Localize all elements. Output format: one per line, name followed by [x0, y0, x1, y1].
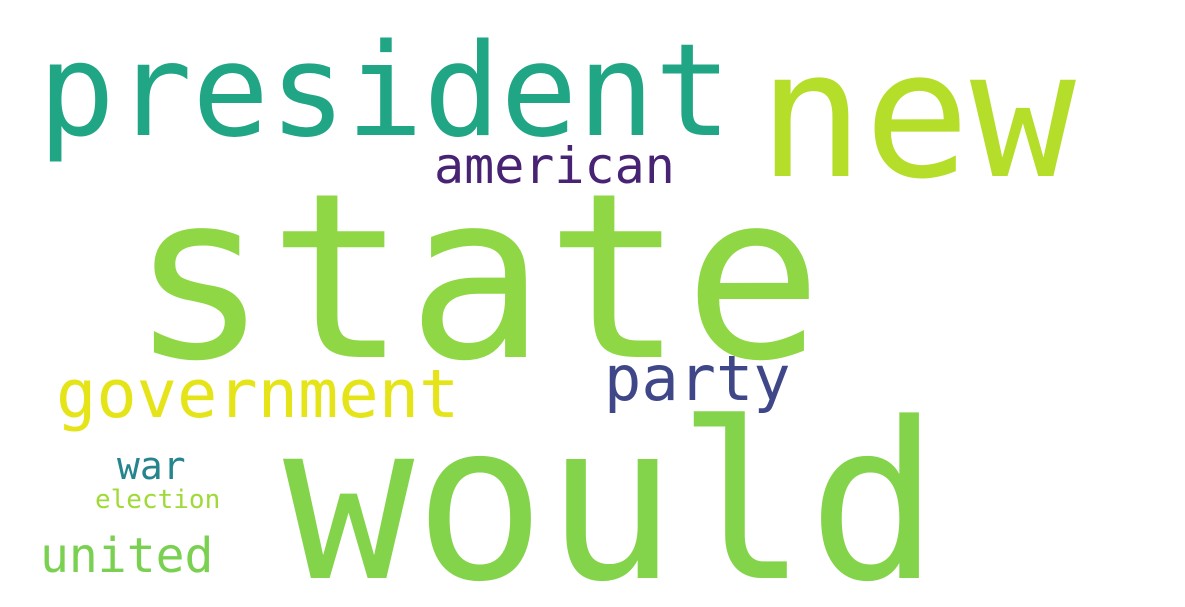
word-american: american: [434, 137, 675, 195]
word-government: government: [56, 355, 459, 433]
word-war: war: [117, 444, 186, 488]
word-election: election: [95, 485, 220, 515]
word-president: president: [38, 17, 732, 166]
word-united: united: [40, 528, 213, 584]
word-state: state: [130, 145, 822, 412]
word-new: new: [758, 13, 1076, 218]
word-would: would: [283, 377, 939, 607]
word-party: party: [604, 342, 791, 415]
